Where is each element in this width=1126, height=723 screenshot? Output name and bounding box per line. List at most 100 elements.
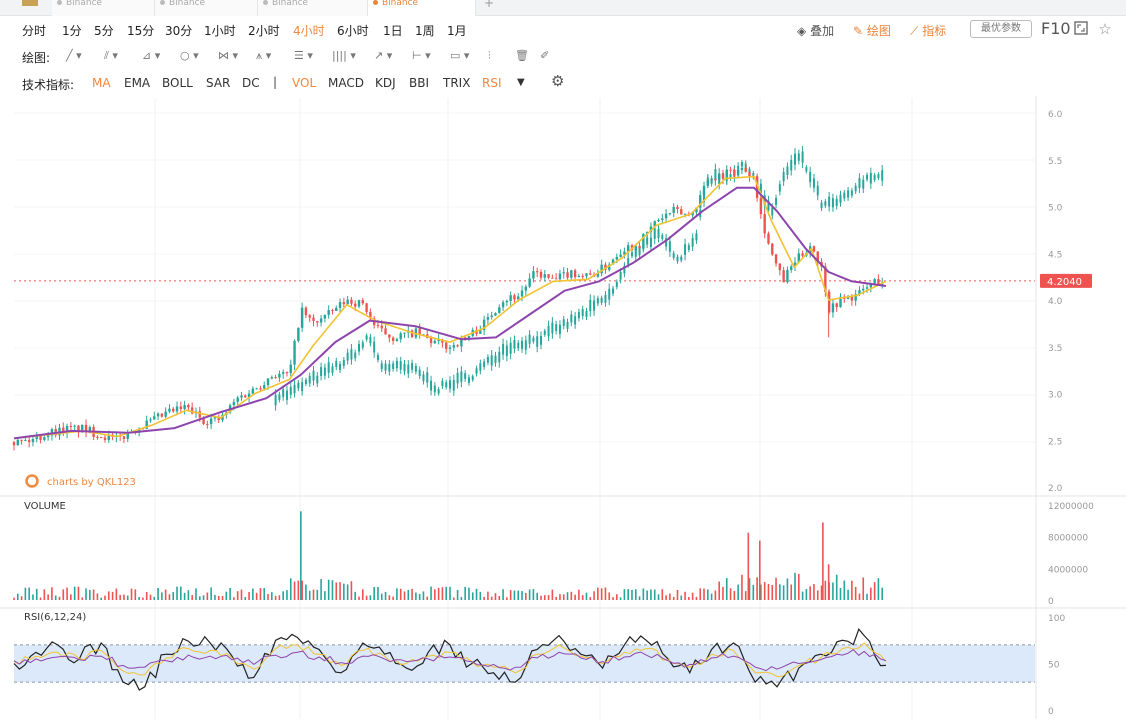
volume-bar	[301, 580, 303, 600]
period-2h[interactable]: 2小时	[248, 24, 280, 38]
volume-bar	[653, 589, 656, 600]
compare-candle-body	[562, 319, 565, 326]
compare-candle-body	[339, 364, 342, 370]
compare-candle-body	[361, 342, 364, 348]
candle-body	[532, 271, 535, 279]
compare-candle-body	[820, 202, 823, 209]
indicator-vol[interactable]: VOL	[292, 76, 317, 90]
candle-body	[24, 440, 27, 442]
ray-icon[interactable]: ⫽ ▾	[104, 49, 118, 62]
period-1h[interactable]: 1小时	[204, 24, 236, 38]
compare-candle-body	[464, 373, 467, 379]
star-icon[interactable]: ☆	[1098, 20, 1112, 38]
volume-bar	[403, 591, 406, 600]
period-4h[interactable]: 4小时	[293, 24, 325, 38]
overlay-button[interactable]: ◈ 叠加	[797, 22, 834, 39]
candle-body	[528, 278, 531, 287]
volume-bar	[335, 582, 338, 600]
candle-body	[460, 337, 463, 347]
volume-bar	[729, 588, 732, 600]
period-timeshare[interactable]: 分时	[22, 24, 47, 38]
compare-candle-body	[376, 355, 379, 361]
circle-icon[interactable]: ○ ▾	[180, 49, 199, 62]
price-pane[interactable]	[12, 146, 1035, 451]
period-1mo[interactable]: 1月	[447, 24, 467, 38]
tab-binance-3[interactable]: Binance	[258, 0, 368, 16]
tab-binance-1[interactable]: Binance	[52, 0, 155, 16]
compare-candle-body	[687, 245, 690, 250]
add-tab-button[interactable]: +	[484, 0, 495, 10]
volume-pane[interactable]	[13, 511, 884, 600]
indicator-boll[interactable]: BOLL	[162, 76, 193, 90]
indicator-trix[interactable]: TRIX	[443, 76, 471, 90]
period-1d[interactable]: 1日	[383, 24, 403, 38]
compare-candle-body	[600, 297, 603, 303]
volume-bar	[824, 580, 827, 600]
chevron-down-icon[interactable]: ▼	[517, 77, 525, 88]
trend-icon[interactable]: ⊿ ▾	[142, 49, 161, 62]
range-icon[interactable]: ⊢ ▾	[412, 49, 431, 62]
volume-bar	[714, 590, 717, 600]
indicator-rsi[interactable]: RSI	[482, 76, 502, 90]
indicator-sar[interactable]: SAR	[206, 76, 231, 90]
compare-candle-body	[589, 299, 592, 312]
compare-candle-body	[729, 174, 732, 179]
indicator-kdj[interactable]: KDJ	[375, 76, 396, 90]
indicator-dc[interactable]: DC	[242, 76, 260, 90]
draw-button[interactable]: ✎ 绘图	[853, 22, 891, 39]
period-30m[interactable]: 30分	[165, 24, 193, 38]
exchange-dot-icon	[160, 0, 165, 5]
period-1w[interactable]: 1周	[415, 24, 435, 38]
trash-icon[interactable]: 🗑	[515, 49, 529, 62]
tab-binance-2[interactable]: Binance	[155, 0, 258, 16]
indicator-bbi[interactable]: BBI	[409, 76, 430, 90]
volume-bar	[66, 587, 68, 600]
candle-body	[649, 226, 653, 233]
gear-icon[interactable]: ⚙	[551, 72, 565, 90]
candle-body	[357, 300, 361, 307]
channel-icon[interactable]: |||| ▾	[332, 49, 356, 62]
arrow-icon[interactable]: ↗ ▾	[374, 49, 393, 62]
price-tag-label: 4.2040	[1047, 277, 1082, 288]
candle-body	[524, 286, 528, 291]
indicator-macd[interactable]: MACD	[328, 76, 364, 90]
volume-bar	[418, 593, 421, 600]
period-5m[interactable]: 5分	[94, 24, 114, 38]
main-candles	[12, 163, 884, 451]
signal-icon[interactable]: ⫶	[488, 49, 491, 62]
candle-body	[759, 197, 763, 215]
rsi-pane[interactable]	[13, 628, 1035, 691]
exchange-dot-icon	[57, 0, 62, 5]
volume-bar	[710, 593, 713, 600]
line-icon[interactable]: ╱ ▾	[66, 49, 82, 62]
candle-body	[414, 328, 418, 338]
volume-bar	[718, 581, 720, 600]
period-15m[interactable]: 15分	[127, 24, 155, 38]
volume-bar	[422, 591, 425, 600]
volume-bar	[267, 593, 269, 600]
candle-body	[369, 312, 372, 319]
fullscreen-icon[interactable]	[1073, 21, 1089, 37]
chart-svg[interactable]: 6.0 5.5 5.0 4.5 4.0 3.5 3.0 2.5 2.0 12000000 80000…	[0, 96, 1126, 720]
compare-candle-body	[403, 363, 406, 372]
indicator-button[interactable]: ⟋ 指标	[910, 22, 946, 39]
volume-bar	[28, 587, 30, 600]
candle-body	[513, 295, 516, 300]
indicator-ma[interactable]: MA	[92, 76, 111, 90]
volume-bar	[691, 592, 694, 600]
volume-bar	[430, 586, 432, 600]
pattern-icon[interactable]: ⩚ ▾	[256, 49, 272, 62]
f10-button[interactable]: F10	[1041, 19, 1071, 38]
period-1m[interactable]: 1分	[62, 24, 82, 38]
indicator-ema[interactable]: EMA	[124, 76, 151, 90]
eraser-icon[interactable]: ✐	[540, 49, 550, 62]
candle-body	[717, 173, 721, 181]
period-6h[interactable]: 6小时	[337, 24, 369, 38]
best-params-button[interactable]: 最优参数	[970, 20, 1032, 38]
chart-area[interactable]: 6.0 5.5 5.0 4.5 4.0 3.5 3.0 2.5 2.0 12000000 80000…	[0, 96, 1126, 720]
fib-icon[interactable]: ☰ ▾	[294, 49, 313, 62]
ma-fast-line	[13, 175, 887, 440]
zigzag-icon[interactable]: ⋈ ▾	[218, 49, 239, 62]
note-icon[interactable]: ▭ ▾	[450, 49, 470, 62]
tab-binance-4[interactable]: Binance	[368, 0, 476, 16]
